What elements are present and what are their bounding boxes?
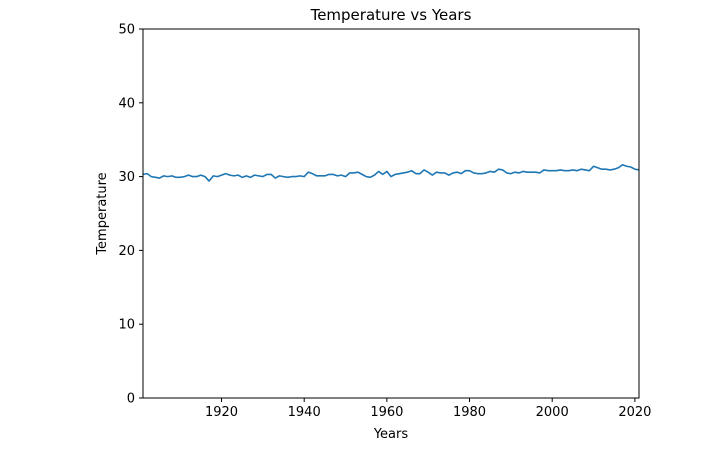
y-tick-label: 30 xyxy=(118,170,135,185)
x-tick-label: 1980 xyxy=(453,405,486,420)
chart-title: Temperature vs Years xyxy=(310,6,472,24)
y-tick-label: 20 xyxy=(118,244,135,259)
y-tick-label: 40 xyxy=(118,96,135,111)
y-tick-label: 50 xyxy=(118,23,135,38)
y-tick-label: 10 xyxy=(118,318,135,333)
x-tick-label: 1940 xyxy=(288,405,321,420)
x-tick-label: 2020 xyxy=(618,405,651,420)
x-tick-label: 1920 xyxy=(205,405,238,420)
y-tick-label: 0 xyxy=(127,392,135,407)
y-axis-label: Temperature xyxy=(95,172,110,255)
x-tick-label: 2000 xyxy=(536,405,569,420)
plot-frame xyxy=(142,28,640,399)
x-axis-label: Years xyxy=(373,427,409,442)
series-line-0 xyxy=(142,163,640,182)
x-tick-label: 1960 xyxy=(370,405,403,420)
